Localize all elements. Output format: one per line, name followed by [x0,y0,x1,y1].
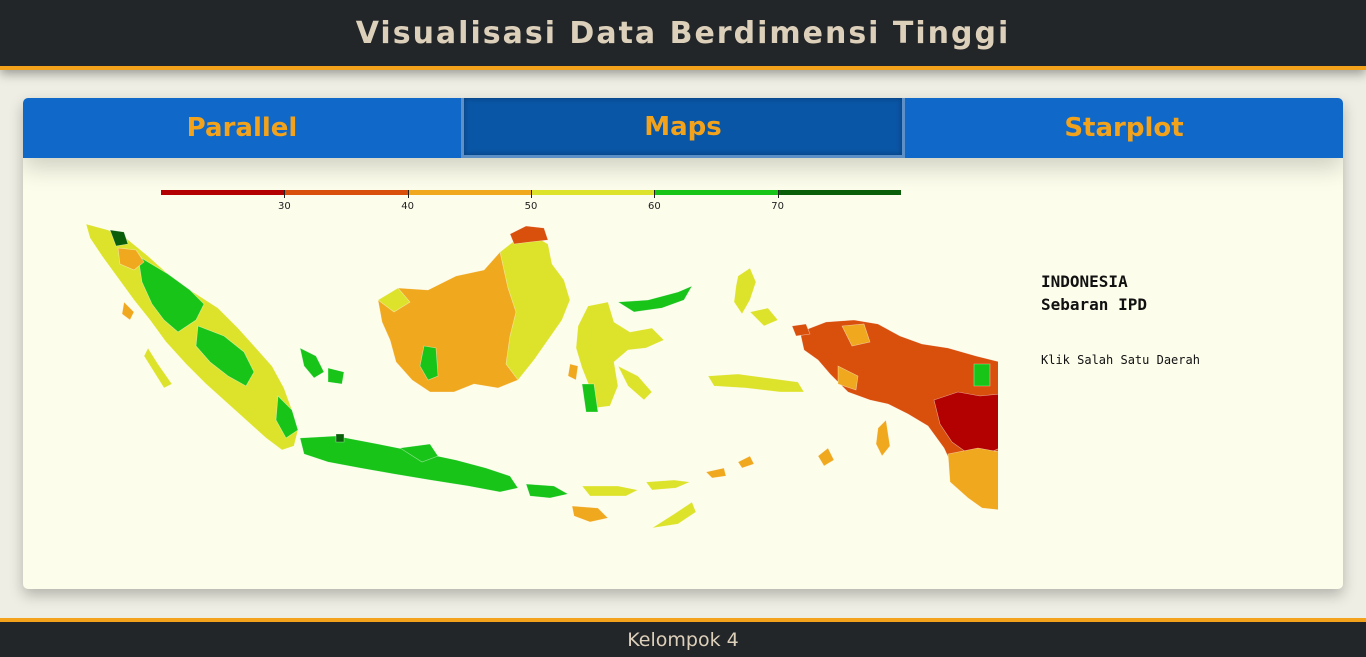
map-region[interactable] [841,323,871,347]
legend-tick-label: 40 [401,201,415,212]
map-region[interactable] [335,433,345,443]
map-region[interactable] [399,443,439,463]
color-legend: 30 40 50 60 70 [161,190,901,214]
region-group-maluku [707,267,835,467]
tab-parallel[interactable]: Parallel [23,98,461,158]
map-region[interactable] [419,345,439,381]
legend-tick [777,190,779,198]
map-region[interactable] [571,505,609,523]
info-hint: Klik Salah Satu Daerah [1041,353,1200,367]
map-region[interactable] [705,467,727,479]
map-region[interactable] [947,447,998,511]
map-region[interactable] [749,307,779,327]
map-region[interactable] [645,479,692,491]
map-region[interactable] [651,501,697,529]
region-group-sumatra [85,223,345,451]
legend-segment [284,190,408,195]
main-panel: Parallel Maps Starplot 30 40 50 60 70 [23,98,1343,589]
region-group-kalimantan [377,225,571,393]
legend-tick-label: 30 [277,201,291,212]
map-region[interactable] [791,323,811,337]
map-region[interactable] [617,285,693,313]
map-region[interactable] [737,455,755,469]
legend-segment [161,190,285,195]
map-region[interactable] [299,435,519,493]
map-region[interactable] [143,347,173,389]
legend-tick-label: 50 [524,201,538,212]
tab-bar: Parallel Maps Starplot [23,98,1343,158]
map-region[interactable] [137,255,205,333]
map-region[interactable] [617,365,653,401]
map-region[interactable] [581,485,639,497]
map-region[interactable] [817,447,835,467]
indonesia-choropleth-map[interactable] [78,216,998,556]
info-subtitle: Sebaran IPD [1041,295,1147,314]
region-group-sulawesi [567,285,693,413]
map-region[interactable] [973,363,991,387]
legend-segment [407,190,531,195]
map-region[interactable] [567,363,579,381]
legend-segment [777,190,901,195]
map-region[interactable] [117,247,145,271]
map-region[interactable] [109,229,129,247]
app-header: Visualisasi Data Berdimensi Tinggi [0,0,1366,70]
legend-segment [654,190,778,195]
map-region[interactable] [575,301,665,409]
app-footer: Kelompok 4 [0,618,1366,657]
legend-tick-label: 60 [647,201,661,212]
map-region[interactable] [837,365,859,391]
region-group-papua [791,319,998,511]
map-region[interactable] [509,225,549,245]
region-group-java [299,433,569,499]
info-panel: INDONESIA Sebaran IPD Klik Salah Satu Da… [1041,270,1301,367]
legend-tick [531,190,532,198]
map-region[interactable] [85,223,299,451]
tab-starplot[interactable]: Starplot [905,98,1343,158]
map-region[interactable] [875,419,891,457]
map-region[interactable] [195,325,255,387]
page-title: Visualisasi Data Berdimensi Tinggi [355,15,1011,51]
map-region[interactable] [121,301,135,321]
info-country: INDONESIA [1041,272,1128,291]
map-region[interactable] [377,287,411,313]
map-region[interactable] [275,395,299,439]
map-region[interactable] [707,373,805,393]
legend-tick [284,190,286,198]
map-region[interactable] [581,383,599,413]
footer-text: Kelompok 4 [627,628,739,651]
legend-tick [407,190,409,198]
map-region[interactable] [733,267,757,315]
map-region[interactable] [327,367,345,385]
map-region[interactable] [525,483,569,499]
legend-tick [654,190,656,198]
map-region[interactable] [299,347,325,379]
region-group-nusa-tenggara [571,455,755,529]
legend-segment [531,190,655,195]
tab-maps[interactable]: Maps [461,98,905,158]
legend-tick-label: 70 [771,201,785,212]
